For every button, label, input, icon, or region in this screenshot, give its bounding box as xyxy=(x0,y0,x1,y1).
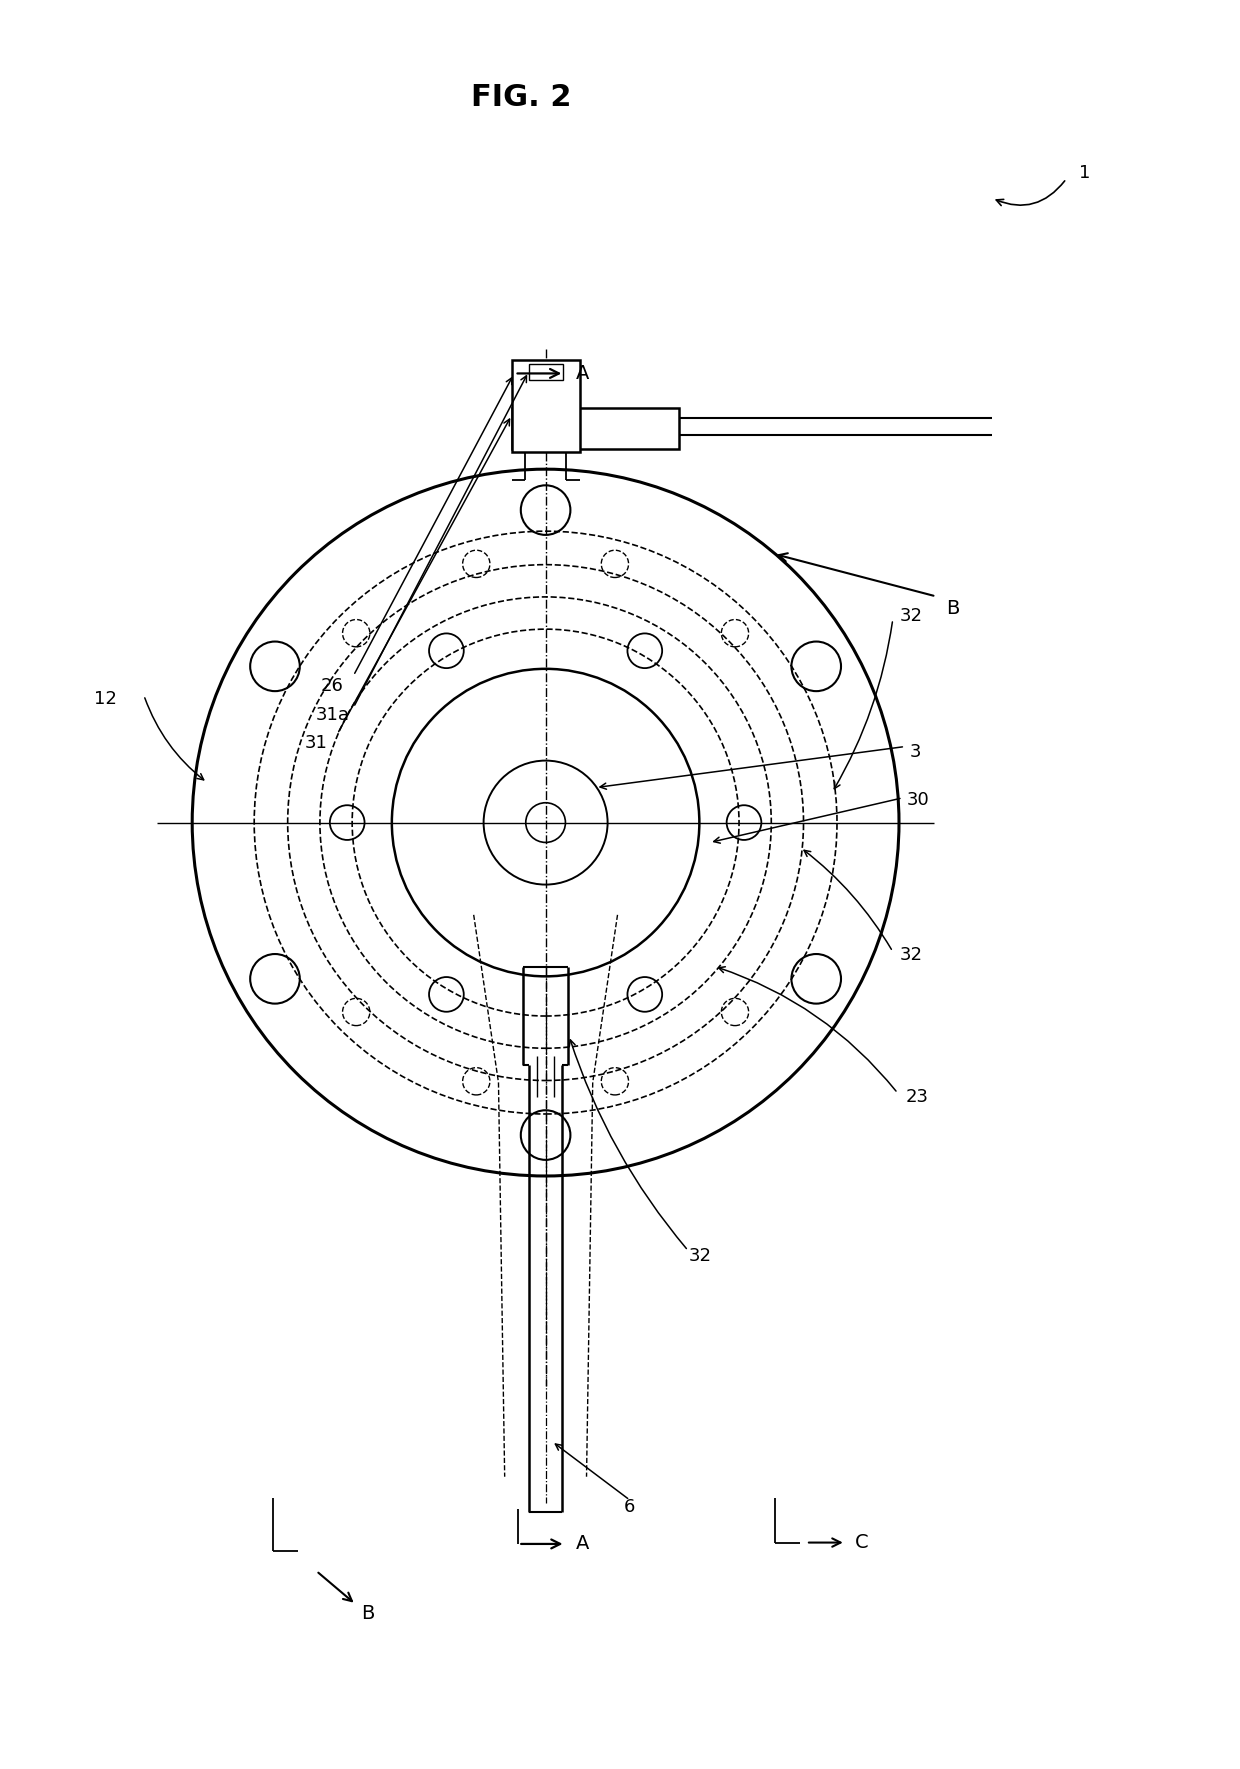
Text: 32: 32 xyxy=(689,1247,712,1265)
Text: C: C xyxy=(856,1534,868,1551)
Text: 1: 1 xyxy=(1079,165,1091,182)
Bar xyxy=(511,409,680,449)
Text: B: B xyxy=(946,600,959,619)
Text: 3: 3 xyxy=(909,743,921,761)
Bar xyxy=(528,364,563,380)
Text: 31a: 31a xyxy=(315,706,350,724)
Text: B: B xyxy=(362,1604,374,1622)
Text: 31: 31 xyxy=(305,734,327,752)
Bar xyxy=(511,361,580,453)
Text: FIG. 2: FIG. 2 xyxy=(470,83,572,111)
Text: 32: 32 xyxy=(900,607,923,624)
Text: A: A xyxy=(577,1534,589,1553)
Text: 12: 12 xyxy=(94,690,117,708)
Text: 6: 6 xyxy=(624,1498,636,1516)
Text: 26: 26 xyxy=(321,678,343,695)
Text: 23: 23 xyxy=(906,1088,929,1106)
Text: 30: 30 xyxy=(906,791,929,808)
Text: A: A xyxy=(577,364,589,382)
Text: 32: 32 xyxy=(900,946,923,964)
